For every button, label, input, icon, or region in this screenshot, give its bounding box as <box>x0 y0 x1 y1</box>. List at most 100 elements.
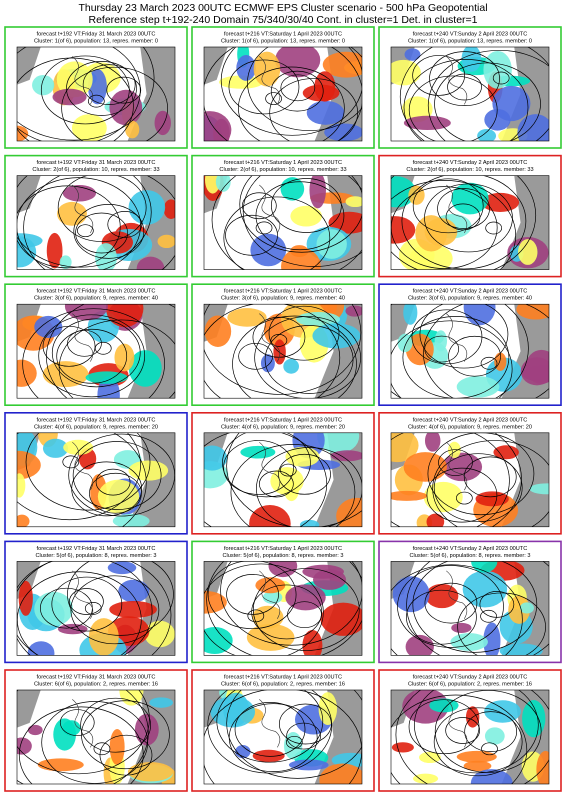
anomaly-area <box>136 256 165 270</box>
title-line-2: Reference step t+192-240 Domain 75/340/3… <box>88 14 477 26</box>
anomaly-area <box>320 602 362 636</box>
panel-forecast: forecast t+192 VT:Friday 31 March 2023 0… <box>37 31 156 37</box>
coastline <box>72 699 94 748</box>
contour <box>479 591 515 618</box>
panel: forecast t+192 VT:Friday 31 March 2023 0… <box>4 540 188 664</box>
anomaly-area <box>106 304 144 328</box>
contour <box>464 711 518 752</box>
contour <box>397 565 504 648</box>
contour <box>223 440 294 495</box>
map <box>17 304 175 399</box>
anomaly-area <box>456 376 500 398</box>
map <box>204 690 362 784</box>
map-frame <box>390 689 550 785</box>
anomaly-area <box>204 626 233 655</box>
coastline <box>446 56 468 105</box>
coastline <box>446 313 468 362</box>
anomaly-area <box>290 205 322 227</box>
map <box>204 47 362 141</box>
contour <box>106 76 142 104</box>
contour <box>222 432 311 498</box>
contour <box>93 742 111 756</box>
anomaly-area <box>125 120 140 139</box>
coastline <box>259 699 281 748</box>
map <box>17 561 175 656</box>
anomaly-area <box>37 758 84 772</box>
contour <box>226 432 362 527</box>
contour <box>56 328 128 384</box>
anomaly-area <box>404 48 421 61</box>
contour <box>17 690 150 775</box>
anomaly-area <box>392 576 430 613</box>
contour <box>391 175 537 270</box>
panel-forecast: forecast t+192 VT:Friday 31 March 2023 0… <box>37 674 156 680</box>
map <box>204 175 362 270</box>
anomaly-area <box>483 622 501 656</box>
anomaly-area <box>204 111 232 141</box>
contour <box>230 444 356 527</box>
contour <box>412 55 466 96</box>
anomaly-area <box>419 751 441 764</box>
contour <box>426 467 498 523</box>
contour <box>413 690 539 774</box>
map-frame <box>390 303 550 399</box>
panel-forecast: forecast t+192 VT:Friday 31 March 2023 0… <box>37 289 156 295</box>
panel: forecast t+192 VT:Friday 31 March 2023 0… <box>4 154 188 278</box>
contour <box>206 561 362 656</box>
contour <box>17 561 153 656</box>
anomaly-area <box>275 47 321 78</box>
contour <box>68 433 175 517</box>
panel-cluster: Cluster: 1(of 6), population: 13, repres… <box>221 38 345 44</box>
contour <box>17 571 142 656</box>
panel-cluster: Cluster: 6(of 6), population: 2, repres.… <box>221 681 345 687</box>
anomaly-area <box>253 51 281 87</box>
coastline <box>72 313 94 362</box>
anomaly-area <box>345 196 362 208</box>
contour <box>265 92 282 105</box>
contour <box>17 185 121 269</box>
anomaly-area <box>463 760 492 772</box>
panel-forecast: forecast t+216 VT:Saturday 1 April 2023 … <box>224 160 342 166</box>
anomaly-area <box>62 720 81 736</box>
anomaly-area <box>451 622 472 633</box>
anomaly-area <box>62 184 97 202</box>
map-frame <box>203 561 363 656</box>
contour <box>391 432 522 527</box>
contour <box>437 188 490 229</box>
contour <box>207 561 297 630</box>
panel: forecast t+192 VT:Friday 31 March 2023 0… <box>4 669 188 792</box>
anomaly-area <box>403 452 447 482</box>
contour <box>76 224 94 238</box>
contour <box>17 432 141 521</box>
contour <box>51 576 123 632</box>
anomaly-area <box>118 579 150 603</box>
contour <box>239 175 362 253</box>
contour <box>238 66 345 141</box>
contour <box>73 204 145 259</box>
contour <box>72 441 162 510</box>
map-frame <box>16 303 176 399</box>
contour <box>67 561 174 636</box>
panel-cluster: Cluster: 4(of 6), population: 9, repres.… <box>408 424 532 430</box>
map-frame <box>203 303 363 399</box>
anomaly-area <box>402 690 449 724</box>
contour <box>448 335 501 377</box>
contour <box>254 316 361 399</box>
anomaly-area <box>17 450 41 480</box>
anomaly-area <box>456 750 497 763</box>
anomaly-area <box>109 729 125 765</box>
contour <box>280 74 316 102</box>
contour <box>455 491 473 505</box>
anomaly-area <box>316 229 347 259</box>
anomaly-area <box>17 737 32 755</box>
anomaly-area <box>112 513 150 527</box>
contour <box>247 47 362 132</box>
coastline <box>446 441 468 491</box>
anomaly-area <box>309 175 326 209</box>
anomaly-area <box>471 561 498 573</box>
contour <box>207 690 333 774</box>
contour <box>278 453 331 495</box>
contour <box>204 304 362 395</box>
panel-cluster: Cluster: 4(of 6), population: 9, repres.… <box>221 424 345 430</box>
